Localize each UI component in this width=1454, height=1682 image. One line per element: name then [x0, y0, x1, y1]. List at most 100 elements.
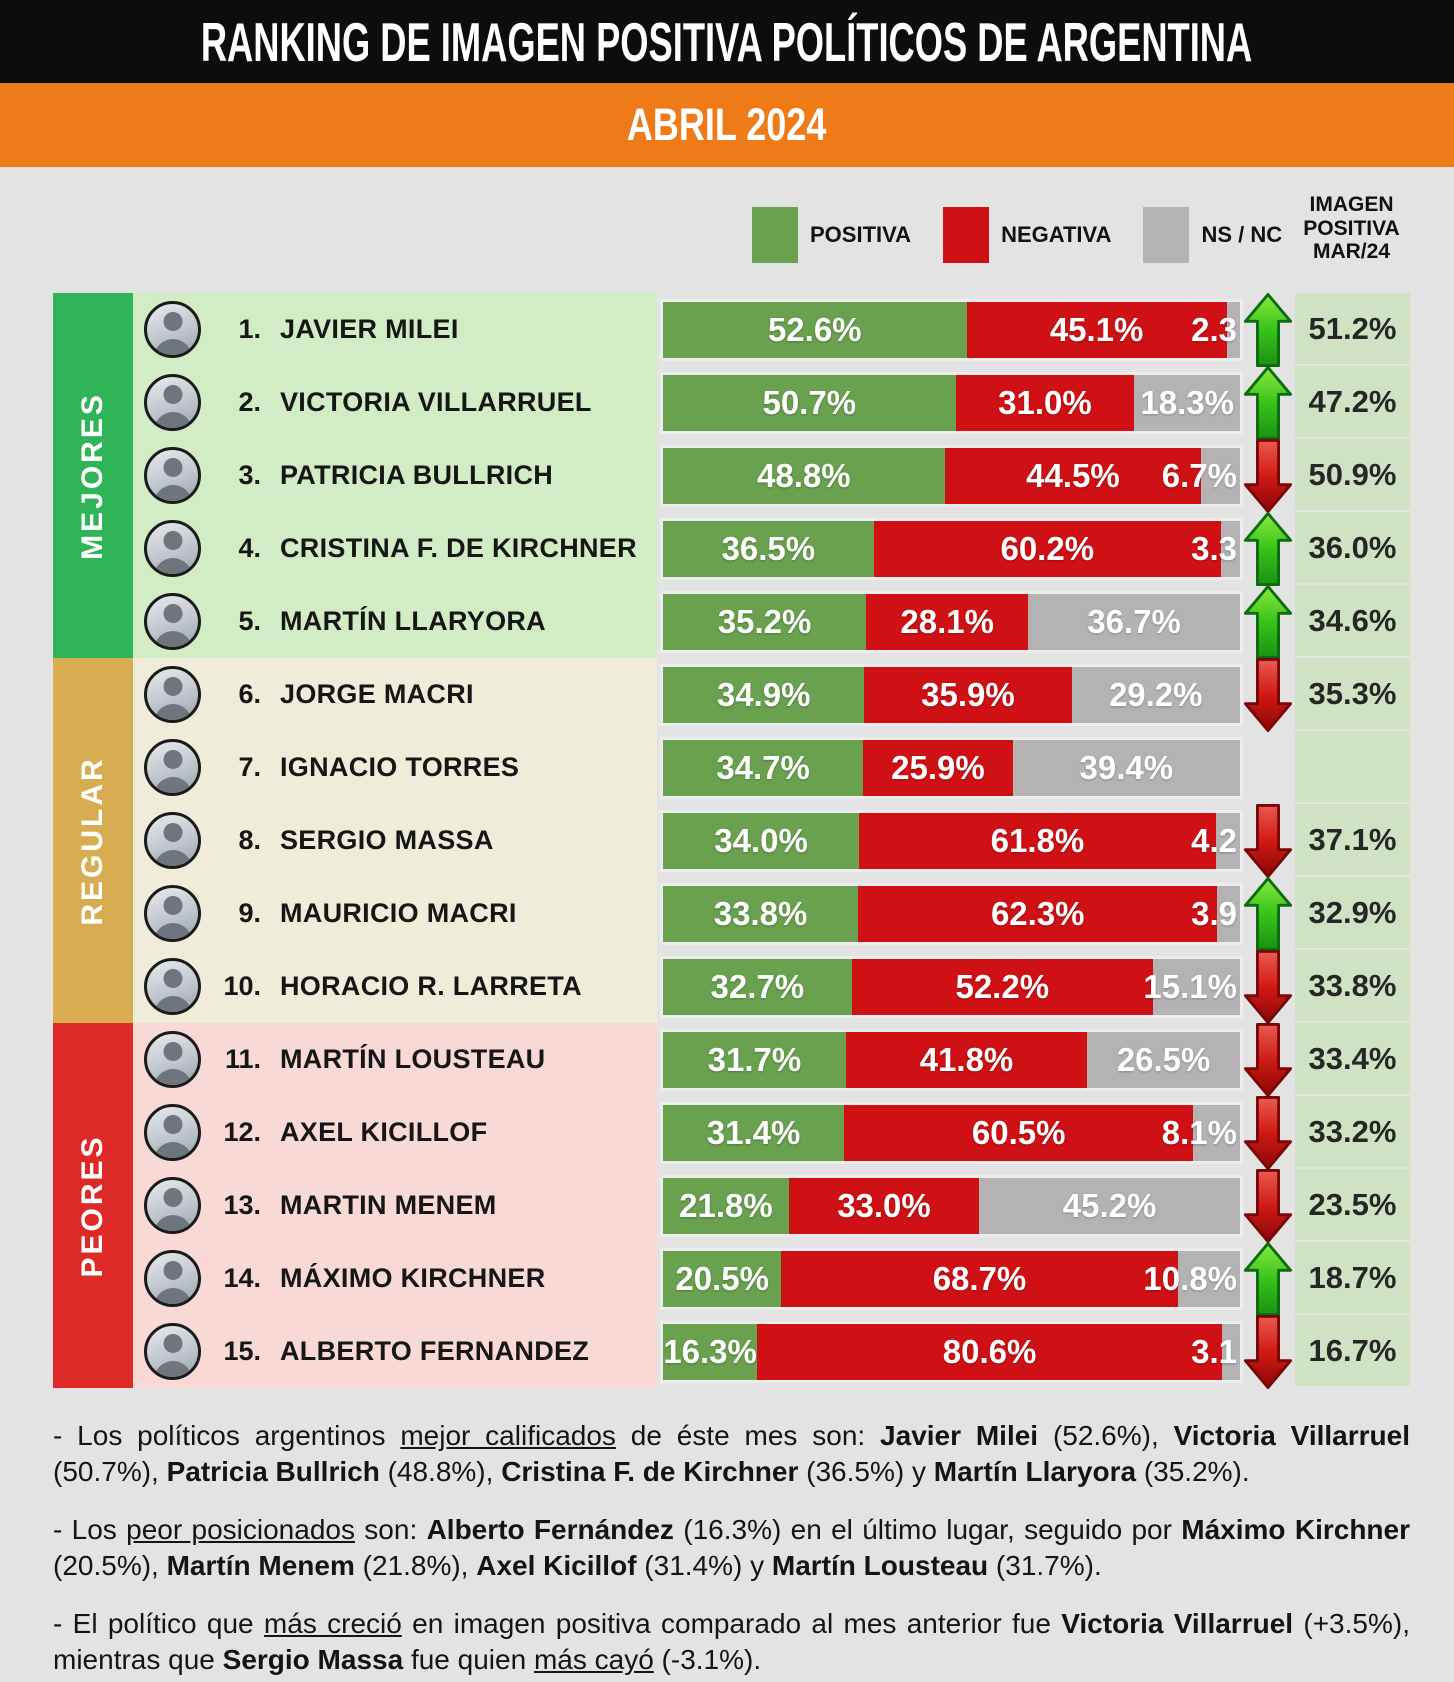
- politician-cell: 15. ALBERTO FERNANDEZ: [133, 1315, 657, 1388]
- rank-number: 5.: [238, 606, 261, 636]
- politician-cell: 2. VICTORIA VILLARRUEL: [133, 366, 657, 439]
- rank-number: 3.: [238, 460, 261, 490]
- ranking-row: 1. JAVIER MILEI 52.6% 45.1% 2.3 51.2%: [133, 292, 1410, 367]
- ranking-row: 12. AXEL KICILLOF 31.4% 60.5% 8.1% 33.2%: [133, 1095, 1410, 1170]
- ranking-row: 4. CRISTINA F. DE KIRCHNER 36.5% 60.2% 3.3 36…: [133, 511, 1410, 586]
- prev-column-header-line: POSITIVA: [1303, 216, 1400, 240]
- previous-month-value: 23.5%: [1295, 1169, 1410, 1242]
- footnote-text: (+3.5%), mientras que: [53, 1608, 1410, 1675]
- page-title: RANKING DE IMAGEN POSITIVA POLÍTICOS DE …: [201, 10, 1253, 73]
- negative-bar-segment: 80.6%: [757, 1323, 1223, 1380]
- footnote-text: Martín Llaryora: [933, 1456, 1137, 1487]
- politician-cell: 9. MAURICIO MACRI: [133, 877, 657, 950]
- footnote-text: (31.4%) y: [636, 1550, 772, 1581]
- footnote-text: (21.8%),: [354, 1550, 477, 1581]
- positive-bar-segment: 48.8%: [663, 447, 945, 504]
- rank-number: 11.: [224, 1044, 261, 1074]
- negative-bar-segment: 33.0%: [788, 1177, 980, 1234]
- nsnc-value-label: 2.3: [1191, 310, 1237, 348]
- bar-area: 21.8% 33.0% 45.2%: [657, 1169, 1240, 1242]
- footnote-text: Axel Kicillof: [476, 1550, 637, 1581]
- footnote-text: Victoria Villarruel: [1061, 1608, 1294, 1639]
- politician-cell: 10. HORACIO R. LARRETA: [133, 950, 657, 1023]
- trend-down-arrow-icon: [1243, 657, 1292, 732]
- negative-bar-segment: 25.9%: [863, 739, 1013, 796]
- positive-value-label: 34.7%: [716, 748, 810, 786]
- footnote-paragraph: - Los peor posicionados son: Alberto Fer…: [53, 1512, 1410, 1584]
- footnote-text: Victoria Villarruel: [1173, 1420, 1410, 1451]
- nsnc-value-overlay: 15.1%: [1143, 959, 1237, 1015]
- negative-value-label: 45.1%: [1049, 310, 1144, 348]
- negative-bar-segment: 68.7%: [781, 1250, 1178, 1307]
- ranking-row: 13. MARTIN MENEM 21.8% 33.0% 45.2% 23.5%: [133, 1168, 1410, 1243]
- politician-cell: 12. AXEL KICILLOF: [133, 1096, 657, 1169]
- negative-bar-segment: 62.3%: [858, 885, 1218, 942]
- person-silhouette-icon: [147, 888, 198, 939]
- previous-month-value: 33.8%: [1295, 950, 1410, 1023]
- nsnc-value-label: 29.2%: [1108, 675, 1203, 713]
- ranking-row: 14. MÁXIMO KIRCHNER 20.5% 68.7% 10.8% 18.7%: [133, 1241, 1410, 1316]
- nsnc-bar-segment: [1215, 812, 1240, 869]
- positive-value-label: 50.7%: [762, 383, 857, 421]
- politician-name: VICTORIA VILLARRUEL: [280, 387, 592, 417]
- positive-value-label: 48.8%: [756, 456, 851, 494]
- politician-name: MÁXIMO KIRCHNER: [280, 1263, 546, 1293]
- person-silhouette-icon: [147, 450, 198, 501]
- negative-bar-segment: 45.1%: [966, 301, 1227, 358]
- negative-value-label: 35.9%: [921, 675, 1015, 713]
- negative-value-label: 44.5%: [1026, 456, 1120, 494]
- legend-row: POSITIVA NEGATIVA NS / NC IMAGEN POSITIVA MA…: [0, 167, 1454, 293]
- trend-cell: [1240, 1095, 1295, 1170]
- politician-name: PATRICIA BULLRICH: [280, 460, 554, 490]
- positive-value-label: 52.6%: [767, 310, 862, 348]
- person-silhouette-icon: [147, 1180, 198, 1231]
- negative-bar-segment: 52.2%: [851, 958, 1153, 1015]
- politician-name: CRISTINA F. DE KIRCHNER: [280, 533, 637, 563]
- positive-value-label: 35.2%: [717, 602, 812, 640]
- ranking-row: 11. MARTÍN LOUSTEAU 31.7% 41.8% 26.5% 33.4%: [133, 1022, 1410, 1097]
- politician-cell: 7. IGNACIO TORRES: [133, 731, 657, 804]
- section-peores: PEORES 11. MARTÍN LOUSTEAU 31.7% 41.8% 26.5% 3…: [53, 1022, 1410, 1389]
- avatar: [144, 666, 201, 723]
- nsnc-value-label: 10.8%: [1143, 1259, 1237, 1297]
- trend-cell: [1240, 438, 1295, 513]
- person-silhouette-icon: [147, 1326, 198, 1377]
- footnote-text: Sergio Massa: [222, 1644, 404, 1675]
- previous-month-value: 36.0%: [1295, 512, 1410, 585]
- politician-name: MARTÍN LOUSTEAU: [280, 1044, 546, 1074]
- avatar: [144, 1177, 201, 1234]
- nsnc-value-label: 6.7%: [1161, 456, 1237, 494]
- footnote-text: - Los: [53, 1514, 127, 1545]
- footnote-text: Alberto Fernández: [426, 1514, 674, 1545]
- negative-bar-segment: 61.8%: [859, 812, 1216, 869]
- stacked-bar: 48.8% 44.5% 6.7%: [663, 447, 1240, 504]
- rank-number: 2.: [238, 387, 261, 417]
- legend-label: POSITIVA: [810, 222, 912, 247]
- nsnc-bar-segment: [1217, 885, 1240, 942]
- negative-value-label: 41.8%: [919, 1040, 1014, 1078]
- nsnc-value-label: 18.3%: [1140, 383, 1234, 421]
- footnote-text: - Los políticos argentinos: [53, 1420, 401, 1451]
- trend-down-arrow-icon: [1243, 1314, 1292, 1389]
- bar-area: 50.7% 31.0% 18.3%: [657, 366, 1240, 439]
- section-sidebar: REGULAR: [53, 658, 133, 1023]
- avatar: [144, 1031, 201, 1088]
- stacked-bar: 34.0% 61.8% 4.2: [663, 812, 1240, 869]
- negative-bar-segment: 60.5%: [844, 1104, 1194, 1161]
- trend-cell: [1240, 1022, 1295, 1097]
- previous-month-value: 34.6%: [1295, 585, 1410, 658]
- positive-value-label: 34.9%: [716, 675, 811, 713]
- politician-name: ALBERTO FERNANDEZ: [280, 1336, 590, 1366]
- nsnc-bar-segment: 45.2%: [979, 1177, 1240, 1234]
- footnote-text: Máximo Kirchner: [1181, 1514, 1411, 1545]
- nsnc-value-label: 45.2%: [1062, 1186, 1157, 1224]
- politician-cell: 11. MARTÍN LOUSTEAU: [133, 1023, 657, 1096]
- person-silhouette-icon: [147, 596, 198, 647]
- positive-value-label: 21.8%: [679, 1186, 773, 1224]
- negative-value-label: 60.5%: [971, 1113, 1066, 1151]
- section-label: REGULAR: [76, 755, 109, 926]
- politician-name: JORGE MACRI: [280, 679, 474, 709]
- footnote-text: Javier Milei: [880, 1420, 1039, 1451]
- politician-name: MAURICIO MACRI: [280, 898, 517, 928]
- positive-bar-segment: 16.3%: [663, 1323, 758, 1380]
